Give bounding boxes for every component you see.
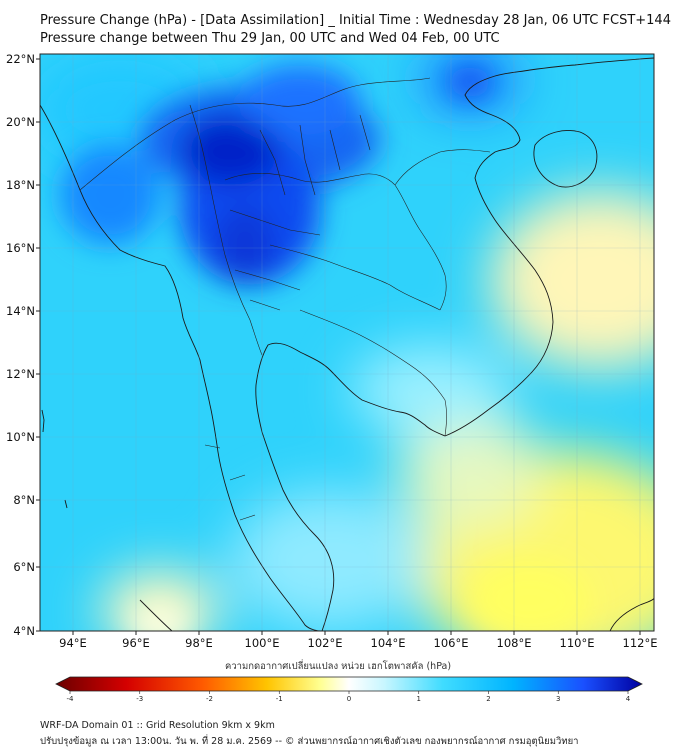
colorbar-tick-label: 3 bbox=[556, 695, 560, 703]
colorbar: -4 -3 -2 -1 0 1 2 3 4 bbox=[55, 676, 643, 703]
lat-label: 22°N bbox=[6, 52, 35, 66]
lon-label: 100°E bbox=[245, 636, 280, 650]
colorbar-tick-label: -1 bbox=[276, 695, 283, 703]
lon-label: 94°E bbox=[59, 636, 87, 650]
pressure-field bbox=[40, 54, 654, 631]
lat-label: 12°N bbox=[6, 367, 35, 381]
latitude-labels: 22°N 20°N 18°N 16°N 14°N 12°N 10°N 8°N 6… bbox=[6, 52, 35, 638]
colorbar-ticks bbox=[69, 691, 629, 694]
lat-label: 20°N bbox=[6, 115, 35, 129]
lat-label: 4°N bbox=[13, 624, 35, 638]
graticule bbox=[40, 54, 654, 631]
lon-label: 102°E bbox=[308, 636, 343, 650]
footer-credit: ปรับปรุงข้อมูล ณ เวลา 13:00น. วัน พ. ที่… bbox=[40, 736, 579, 747]
colorbar-tick-label: 2 bbox=[486, 695, 490, 703]
colorbar-tick-label: -3 bbox=[136, 695, 143, 703]
lon-label: 108°E bbox=[497, 636, 532, 650]
colorbar-tick-label: -4 bbox=[67, 695, 75, 703]
lat-label: 16°N bbox=[6, 241, 35, 255]
lat-label: 8°N bbox=[13, 493, 35, 507]
coastline bbox=[40, 57, 654, 631]
colorbar-ramp bbox=[55, 676, 643, 692]
lon-label: 96°E bbox=[122, 636, 150, 650]
lon-label: 106°E bbox=[434, 636, 469, 650]
longitude-labels: 94°E 96°E 98°E 100°E 102°E 104°E 106°E 1… bbox=[59, 636, 657, 650]
axis-ticks bbox=[36, 58, 641, 635]
colorbar-tick-label: 1 bbox=[417, 695, 421, 703]
colorbar-title: ความกดอากาศเปลี่ยนแปลง หน่วย เฮกโตพาสคัล… bbox=[224, 661, 452, 672]
footer-domain-info: WRF-DA Domain 01 :: Grid Resolution 9km … bbox=[40, 720, 275, 731]
lon-label: 98°E bbox=[185, 636, 213, 650]
lon-label: 112°E bbox=[623, 636, 658, 650]
lat-label: 18°N bbox=[6, 178, 35, 192]
admin-boundaries bbox=[79, 77, 491, 521]
lat-label: 14°N bbox=[6, 304, 35, 318]
map-subtitle: Pressure change between Thu 29 Jan, 00 U… bbox=[40, 31, 500, 46]
map-title: Pressure Change (hPa) - [Data Assimilati… bbox=[40, 13, 671, 28]
map-frame bbox=[39, 53, 655, 632]
colorbar-tick-label: -2 bbox=[206, 695, 213, 703]
colorbar-tick-label: 0 bbox=[347, 695, 351, 703]
lat-label: 6°N bbox=[13, 560, 35, 574]
lon-label: 110°E bbox=[560, 636, 595, 650]
lat-label: 10°N bbox=[6, 430, 35, 444]
lon-label: 104°E bbox=[371, 636, 406, 650]
pressure-change-map: 22°N 20°N 18°N 16°N 14°N 12°N 10°N 8°N 6… bbox=[6, 52, 657, 703]
colorbar-tick-label: 4 bbox=[626, 695, 631, 703]
colorbar-labels: -4 -3 -2 -1 0 1 2 3 4 bbox=[67, 695, 631, 703]
